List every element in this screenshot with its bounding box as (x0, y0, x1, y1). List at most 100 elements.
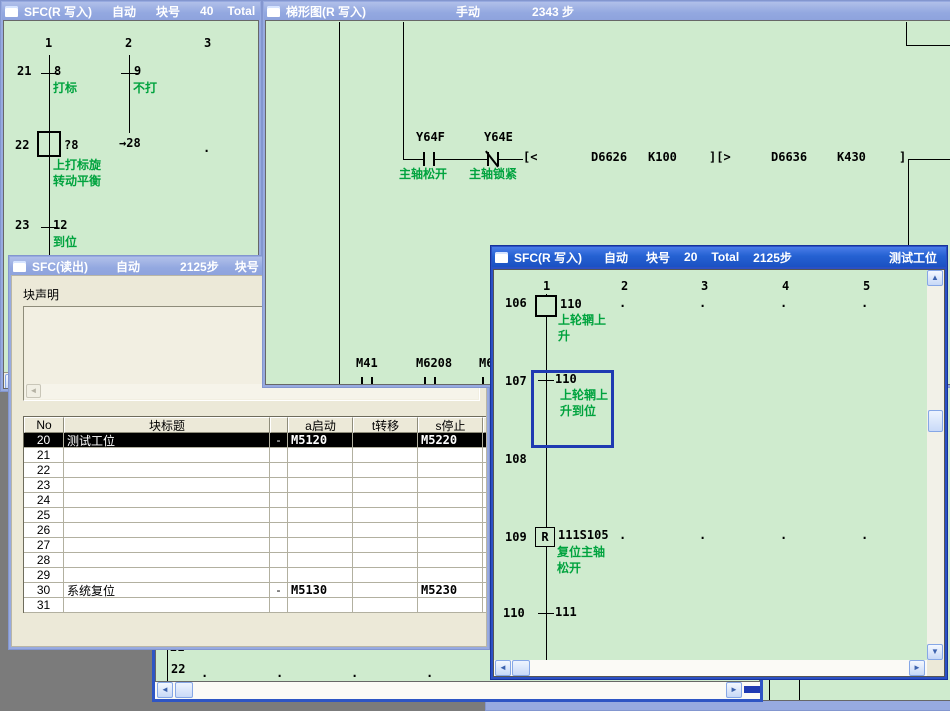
table-row[interactable]: 31 (24, 598, 486, 613)
transition-comment: 打标 (53, 81, 78, 95)
grid-dot: . (351, 666, 359, 680)
transition-tick[interactable] (538, 380, 554, 381)
scroll-right-icon: ► (913, 663, 921, 672)
transition-tick[interactable] (121, 73, 138, 74)
horizontal-scrollbar[interactable]: ◄ ► (155, 682, 760, 699)
contact-no-symbol[interactable] (423, 152, 425, 166)
sfc-step-box[interactable] (37, 131, 61, 157)
scroll-down-button[interactable]: ▼ (927, 644, 943, 660)
table-row[interactable]: 29 (24, 568, 486, 583)
col-header-start[interactable]: a启动 (288, 417, 353, 433)
col-header-pause[interactable]: m暂停 (483, 417, 486, 433)
transition-tick[interactable] (41, 227, 58, 228)
cell-type (270, 568, 288, 583)
col-header-type[interactable] (270, 417, 288, 433)
sfc-col-header: 3 (204, 36, 212, 50)
transition-label[interactable]: 110 (555, 372, 577, 386)
horizontal-scrollbar[interactable]: ◄ ► (494, 660, 927, 676)
cell-start (288, 568, 353, 583)
transition-tick[interactable] (538, 613, 554, 614)
cell-type: - (270, 433, 288, 448)
table-row[interactable]: 20 测试工位 - M5120 M5220 (24, 433, 486, 448)
cell-title (64, 463, 270, 478)
cell-transfer (353, 568, 418, 583)
cell-title (64, 523, 270, 538)
table-row[interactable]: 22 (24, 463, 486, 478)
col-header-transfer[interactable]: t转移 (353, 417, 418, 433)
grid-dot: . (201, 666, 209, 680)
sfc-reset-step-box[interactable]: R (535, 527, 555, 547)
table-row[interactable]: 25 (24, 508, 486, 523)
ladder-branch-line (403, 22, 404, 160)
block-number: 40 (200, 4, 214, 18)
compare-device[interactable]: D6626 (591, 150, 628, 164)
scroll-thumb[interactable] (928, 410, 943, 432)
compare-mid-bracket[interactable]: ][> (709, 150, 731, 164)
contact-nc-symbol[interactable] (497, 152, 499, 166)
step-label[interactable]: 111S105 (558, 528, 609, 542)
compare-device[interactable]: D6636 (771, 150, 808, 164)
transition-comment: 上轮辋上 (560, 388, 609, 402)
compare-constant[interactable]: K100 (648, 150, 677, 164)
compare-constant[interactable]: K430 (837, 150, 866, 164)
cell-transfer (353, 433, 418, 448)
cell-pause (483, 463, 486, 478)
grid-dot: . (861, 528, 869, 542)
table-row[interactable]: 27 (24, 538, 486, 553)
compare-close-bracket[interactable]: ] (899, 150, 907, 164)
step-label[interactable]: ?8 (64, 138, 79, 152)
cell-stop (418, 508, 483, 523)
transition-label[interactable]: 8 (54, 64, 62, 78)
reset-step-letter: R (541, 529, 549, 544)
scroll-up-button[interactable]: ▲ (927, 270, 943, 286)
sfc-col-header: 5 (863, 279, 871, 293)
contact-no-symbol[interactable] (433, 152, 435, 166)
col-header-stop[interactable]: s停止 (418, 417, 483, 433)
scroll-right-button[interactable]: ► (909, 660, 925, 676)
ladder-wire (906, 45, 950, 46)
table-row[interactable]: 21 (24, 448, 486, 463)
transition-tick[interactable] (41, 73, 58, 74)
grid-dot: . (203, 141, 211, 155)
titlebar[interactable]: SFC(R 写入) 自动 块号 20 Total 2125步 测试工位 (492, 247, 946, 267)
ladder-wire (499, 159, 523, 160)
compare-open-bracket[interactable]: [< (523, 150, 538, 164)
cell-no: 20 (24, 433, 64, 448)
table-row[interactable]: 30 系统复位 - M5130 M5230 (24, 583, 486, 598)
step-comment: 上打标旋 (53, 158, 102, 172)
jump-label[interactable]: →28 (119, 136, 141, 150)
cell-no: 26 (24, 523, 64, 538)
contact-nc-symbol[interactable] (487, 152, 489, 166)
block-list-table: No 块标题 a启动 t转移 s停止 m暂停 20 测试工位 - M5120 M… (23, 416, 486, 613)
vertical-scrollbar[interactable]: ▲ ▼ (927, 270, 944, 660)
table-row[interactable]: 23 (24, 478, 486, 493)
transition-label[interactable]: 12 (53, 218, 68, 232)
scroll-thumb[interactable] (512, 660, 530, 676)
table-row[interactable]: 26 (24, 523, 486, 538)
scroll-thumb[interactable] (175, 682, 193, 698)
col-header-no[interactable]: No (24, 417, 64, 433)
table-row[interactable]: 24 (24, 493, 486, 508)
step-comment: 复位主轴 (557, 545, 606, 559)
sfc-column-line (49, 55, 50, 373)
scrollbar-corner (927, 660, 944, 676)
titlebar[interactable]: 梯形图(R 写入) 手动 2343 步 (264, 2, 950, 20)
scroll-right-button[interactable]: ► (726, 682, 742, 698)
mode-label: 自动 (116, 259, 141, 274)
scroll-left-button[interactable]: ◄ (157, 682, 173, 698)
transition-label[interactable]: 111 (555, 605, 577, 619)
selection-cursor[interactable] (531, 370, 614, 448)
contact-no-symbol (434, 377, 436, 384)
table-row[interactable]: 28 (24, 553, 486, 568)
cell-pause (483, 478, 486, 493)
titlebar[interactable]: SFC(R 写入) 自动 块号 40 Total (2, 2, 260, 20)
scroll-left-button[interactable]: ◄ (26, 384, 41, 398)
sfc-step-box[interactable] (535, 295, 557, 317)
transition-label[interactable]: 9 (134, 64, 142, 78)
cell-pause (483, 493, 486, 508)
step-label[interactable]: 110 (560, 297, 582, 311)
cell-type (270, 493, 288, 508)
col-header-title[interactable]: 块标题 (64, 417, 270, 433)
scroll-left-button[interactable]: ◄ (495, 660, 511, 676)
mode-label: 自动 (112, 4, 137, 19)
